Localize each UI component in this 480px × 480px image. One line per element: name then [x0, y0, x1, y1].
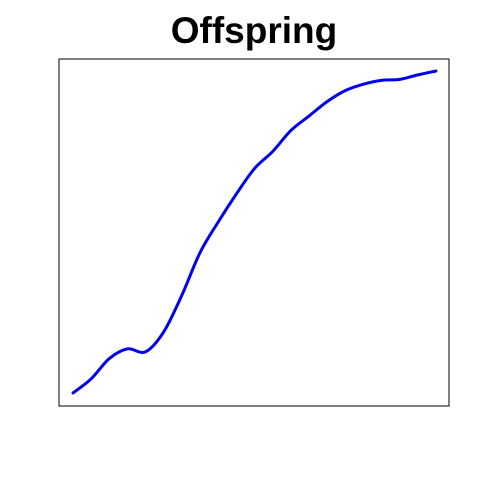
plot-frame: [58, 58, 450, 407]
series-layer: [71, 69, 438, 395]
chart-title: Offspring: [170, 10, 338, 51]
series-line-0: [71, 69, 438, 395]
